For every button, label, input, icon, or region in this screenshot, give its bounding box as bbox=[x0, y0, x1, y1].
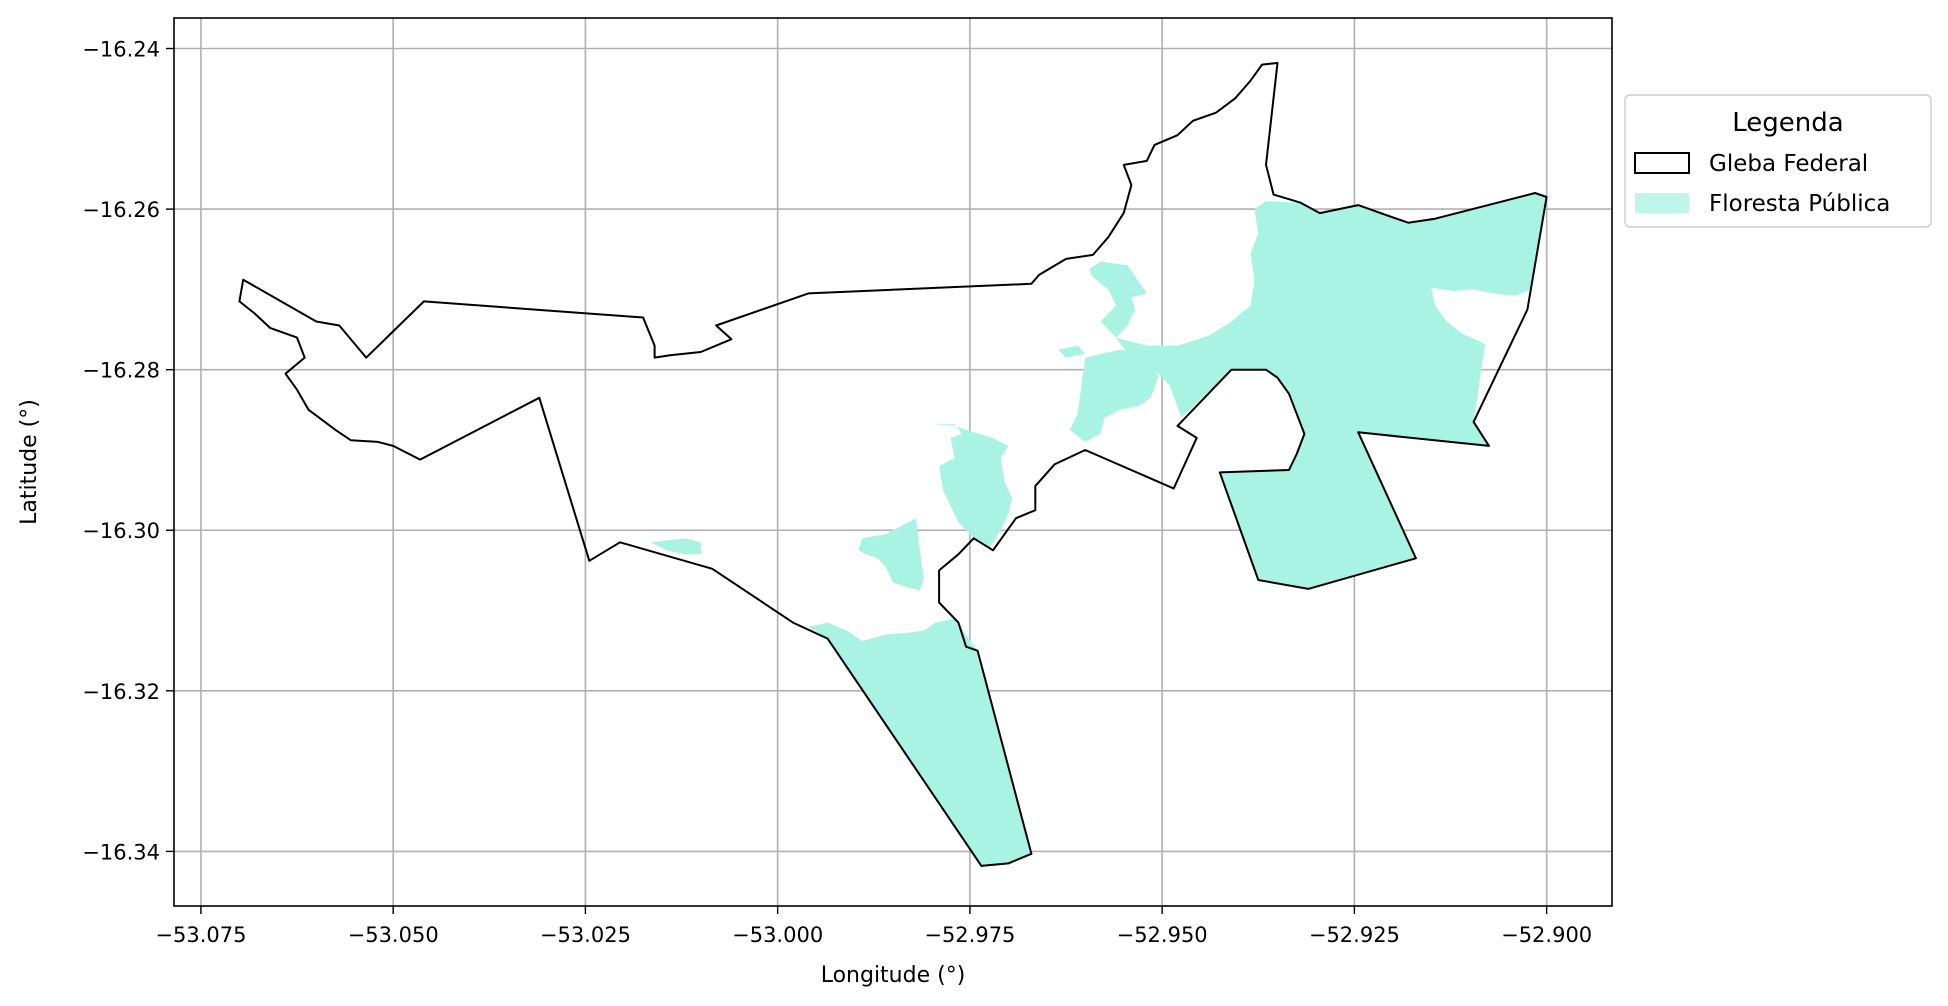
y-tick-label: −16.34 bbox=[82, 840, 160, 864]
legend-box bbox=[1624, 94, 1932, 228]
x-tick-label: −53.075 bbox=[155, 923, 246, 947]
gleba-federal-layer bbox=[238, 62, 1548, 867]
floresta-publica-layer bbox=[650, 193, 1547, 866]
plot-frame bbox=[173, 17, 1613, 907]
y-tick-label: −16.30 bbox=[82, 519, 160, 543]
legend-swatch-gleba-federal bbox=[1634, 152, 1690, 174]
y-tick-label: −16.26 bbox=[82, 198, 160, 222]
x-tick-label: −53.050 bbox=[348, 923, 439, 947]
y-tick-label: −16.24 bbox=[82, 38, 160, 62]
x-tick-label: −53.000 bbox=[732, 923, 823, 947]
y-axis-title: Latitude (°) bbox=[17, 399, 42, 525]
x-axis-ticks: −53.075 −53.050 −53.025 −53.000 −52.975 −52.9… bbox=[155, 906, 1592, 947]
floresta-publica-polygon bbox=[1058, 345, 1086, 358]
x-axis-title: Longitude (°) bbox=[821, 963, 966, 988]
floresta-publica-polygon bbox=[858, 518, 924, 591]
x-tick-label: −52.950 bbox=[1117, 923, 1208, 947]
floresta-publica-polygon bbox=[808, 618, 1032, 866]
floresta-publica-polygon bbox=[931, 424, 1013, 548]
gleba-federal-polygon bbox=[238, 62, 1548, 867]
x-tick-label: −52.900 bbox=[1501, 923, 1592, 947]
floresta-publica-polygon bbox=[650, 538, 701, 555]
floresta-publica-polygon bbox=[1089, 261, 1147, 294]
legend-label-floresta-publica: Floresta Pública bbox=[1709, 191, 1890, 217]
x-tick-label: −53.025 bbox=[540, 923, 631, 947]
floresta-publica-polygon bbox=[1092, 193, 1547, 589]
y-axis-ticks: −16.24 −16.26 −16.28 −16.30 −16.32 −16.34 bbox=[82, 38, 174, 864]
legend-label-gleba-federal: Gleba Federal bbox=[1709, 151, 1868, 177]
legend-title: Legenda bbox=[1732, 108, 1843, 138]
x-tick-label: −52.925 bbox=[1309, 923, 1400, 947]
legend: Legenda Gleba Federal Floresta Pública bbox=[1624, 94, 1932, 228]
y-tick-label: −16.32 bbox=[82, 680, 160, 704]
x-tick-label: −52.975 bbox=[924, 923, 1015, 947]
legend-swatch-floresta-publica bbox=[1635, 193, 1689, 213]
y-tick-label: −16.28 bbox=[82, 359, 160, 383]
floresta-publica-polygon bbox=[1069, 349, 1159, 442]
